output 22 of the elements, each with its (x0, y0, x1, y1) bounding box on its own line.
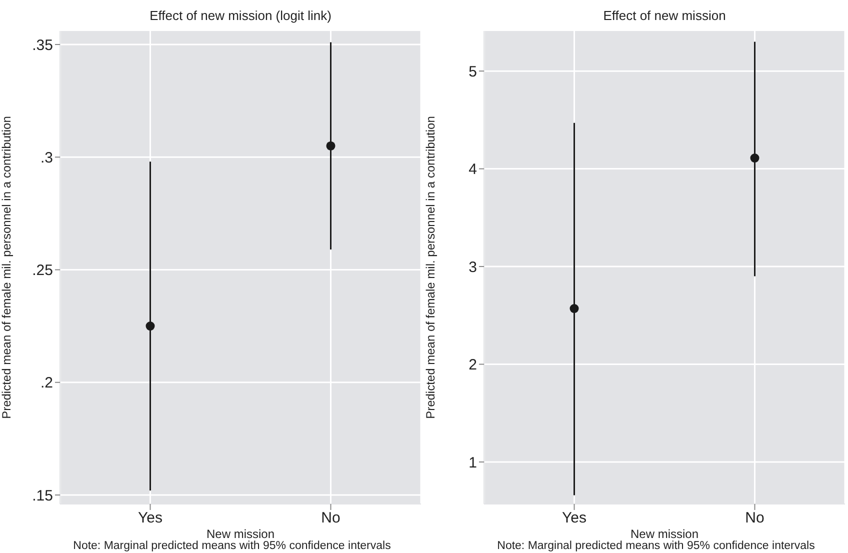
y-tick-label: .15 (32, 487, 53, 504)
chart-title: Effect of new mission (602, 8, 727, 23)
chart-title: Effect of new mission (logit link) (148, 8, 332, 23)
x-tick-label: No (321, 510, 340, 527)
x-tick-label: Yes (562, 510, 586, 527)
x-axis-title: New mission (629, 527, 700, 541)
y-tick-label: 5 (468, 63, 477, 80)
y-tick-label: .3 (40, 149, 53, 166)
y-tick-label: .2 (40, 374, 53, 392)
x-tick-label: Yes (138, 510, 162, 527)
y-axis-title: Predicted mean of female mil. personnel in a contribution (423, 116, 438, 419)
text: Note: Marginal predicted means with 95% confidence intervals (496, 540, 816, 552)
y-tick-label: 4 (468, 161, 477, 178)
y-tick-label: 3 (468, 258, 477, 276)
y-axis-title: Predicted mean of female mil. personnel in a contribution (0, 116, 14, 419)
y-tick-label: .35 (32, 36, 53, 54)
y-tick-label: 2 (468, 356, 477, 374)
y-tick-label: .25 (32, 262, 53, 280)
y-tick-label: 1 (468, 454, 477, 472)
x-tick-label: No (745, 510, 764, 527)
text: Note: Marginal predicted means with 95% confidence intervals (72, 540, 392, 552)
x-axis-title: New mission (205, 527, 276, 541)
